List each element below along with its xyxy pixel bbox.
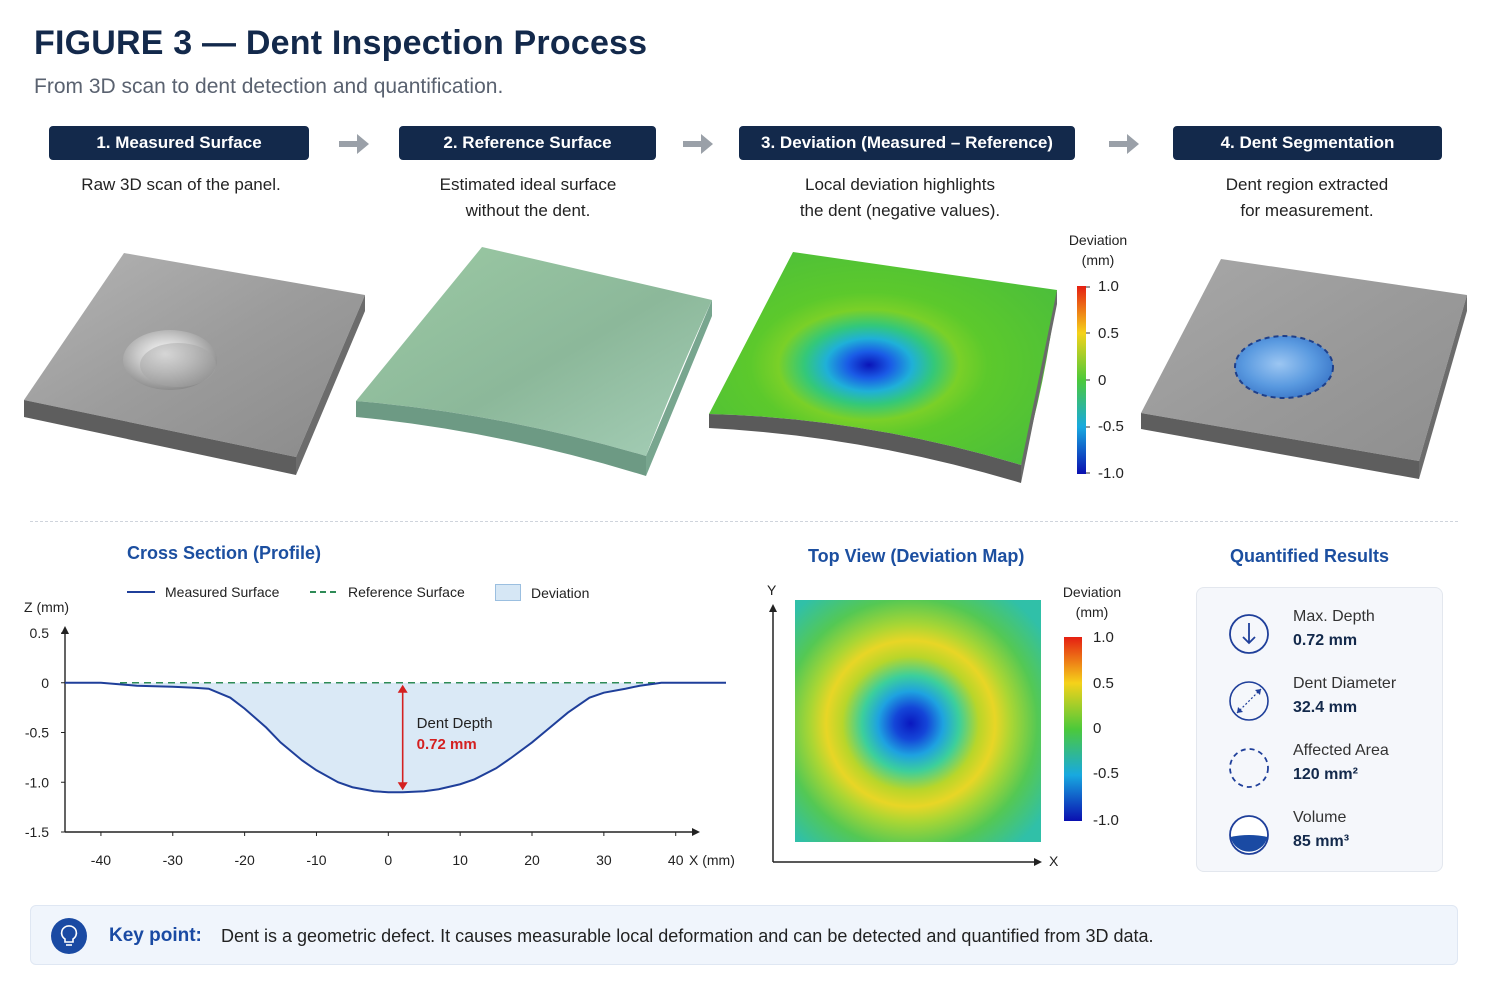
y-tick-label: -1.0 xyxy=(25,774,49,790)
y-tick-label: 0 xyxy=(41,675,49,691)
area-icon xyxy=(1229,748,1269,788)
colorbar-tick: 0 xyxy=(1098,372,1107,389)
lightbulb-glyph xyxy=(60,925,78,946)
legend-line-measured xyxy=(127,591,155,593)
top-view-map xyxy=(769,600,1042,866)
deviation-surface-panel xyxy=(709,252,1057,483)
colorbar-tick: -1.0 xyxy=(1098,465,1124,482)
measured-surface-panel xyxy=(24,253,365,475)
x-tick-label: -20 xyxy=(235,852,255,868)
colorbar-title: Deviation (mm) xyxy=(1068,232,1128,268)
x-tick-label: 20 xyxy=(524,852,540,868)
top-view-colorbar-tick: 1.0 xyxy=(1093,629,1114,646)
y-tick-label: -0.5 xyxy=(25,725,49,741)
step-2-desc: Estimated ideal surface without the dent… xyxy=(439,175,617,220)
dent-depth-arrow-head-bottom xyxy=(397,782,408,791)
dent-depth-arrow-head-top xyxy=(397,684,408,693)
diameter-icon xyxy=(1229,681,1269,721)
y-tick-label: -1.5 xyxy=(25,824,49,840)
result-diameter: Dent Diameter 32.4 mm xyxy=(1227,675,1437,735)
result-max-depth: Max. Depth 0.72 mm xyxy=(1227,608,1437,668)
arrow-right-icon xyxy=(683,134,713,154)
arrow-right-icon xyxy=(1109,134,1139,154)
legend-swatch-deviation xyxy=(495,584,521,601)
top-view-y-label: Y xyxy=(767,582,777,598)
figure-subtitle: From 3D scan to dent detection and quant… xyxy=(34,75,504,98)
top-view-colorbar-tick: 0 xyxy=(1093,720,1102,737)
arrow-right-icon xyxy=(339,134,369,154)
lightbulb-icon xyxy=(51,918,87,954)
figure-title: FIGURE 3 — Dent Inspection Process xyxy=(34,24,648,62)
step-4-desc: Dent region extracted for measurement. xyxy=(1225,175,1389,220)
segmentation-surface-panel xyxy=(1141,259,1467,479)
x-axis-arrow xyxy=(692,828,700,836)
result-area: Affected Area 120 mm² xyxy=(1227,742,1437,802)
x-tick-label: 30 xyxy=(596,852,612,868)
y-axis-label: Z (mm) xyxy=(24,599,70,615)
legend-measured: Measured Surface xyxy=(127,584,279,600)
volume-icon xyxy=(1229,815,1269,855)
top-view-x-label: X xyxy=(1049,853,1059,869)
top-view-colorbar-tick: -1.0 xyxy=(1093,812,1119,829)
top-view-colorbar-tick: 0.5 xyxy=(1093,675,1114,692)
top-view-colorbar-title: Deviation (mm) xyxy=(1062,584,1122,620)
x-tick-label: 0 xyxy=(384,852,392,868)
results-card: Max. Depth 0.72 mm Dent Diameter 32.4 mm… xyxy=(1196,587,1443,872)
legend-deviation: Deviation xyxy=(495,584,589,601)
top-view-title: Top View (Deviation Map) xyxy=(808,546,1025,566)
colorbar-tick: 1.0 xyxy=(1098,278,1119,295)
y-tick-label: 0.5 xyxy=(30,625,50,641)
step-3-desc: Local deviation highlights the dent (neg… xyxy=(799,175,1001,220)
profile-chart: 0.5 0 -0.5 -1.0 -1.5 -40 -30 -20 -10 0 10 20 30 40 X (… xyxy=(25,625,735,868)
colorbar-gradient xyxy=(1077,286,1090,474)
dent-depth-value: 0.72 mm xyxy=(417,736,477,753)
step-3-label: 3. Deviation (Measured – Reference) xyxy=(739,126,1075,160)
step-4-label: 4. Dent Segmentation xyxy=(1173,126,1442,160)
cross-section-title: Cross Section (Profile) xyxy=(127,543,322,563)
step-2-label: 2. Reference Surface xyxy=(399,126,656,160)
top-view-colorbar xyxy=(1064,637,1082,821)
x-tick-label: 40 xyxy=(668,852,684,868)
step-1-label: 1. Measured Surface xyxy=(49,126,309,160)
top-view-colorbar-tick: -0.5 xyxy=(1093,765,1119,782)
measured-line xyxy=(65,681,726,794)
deviation-area xyxy=(65,682,726,793)
x-tick-label: -10 xyxy=(306,852,326,868)
colorbar-tick: -0.5 xyxy=(1098,418,1124,435)
depth-arrow-icon xyxy=(1229,614,1269,654)
dent-depth-label: Dent Depth xyxy=(417,715,493,732)
key-point-banner: Key point: Dent is a geometric defect. I… xyxy=(30,905,1458,965)
x-tick-label: -30 xyxy=(163,852,183,868)
legend-reference: Reference Surface xyxy=(310,584,465,600)
reference-surface-panel xyxy=(356,247,712,476)
key-point-label: Key point: xyxy=(109,925,202,946)
key-point-text: Dent is a geometric defect. It causes me… xyxy=(221,926,1154,946)
result-volume: Volume 85 mm³ xyxy=(1227,809,1437,869)
section-divider xyxy=(30,521,1458,522)
y-axis-arrow xyxy=(61,626,69,634)
x-tick-label: -40 xyxy=(91,852,111,868)
x-tick-label: 10 xyxy=(452,852,468,868)
colorbar-tick: 0.5 xyxy=(1098,325,1119,342)
legend-line-reference xyxy=(310,591,338,593)
results-title: Quantified Results xyxy=(1230,546,1390,566)
step-1-desc: Raw 3D scan of the panel. xyxy=(81,175,281,194)
x-axis-label: X (mm) xyxy=(689,852,735,868)
